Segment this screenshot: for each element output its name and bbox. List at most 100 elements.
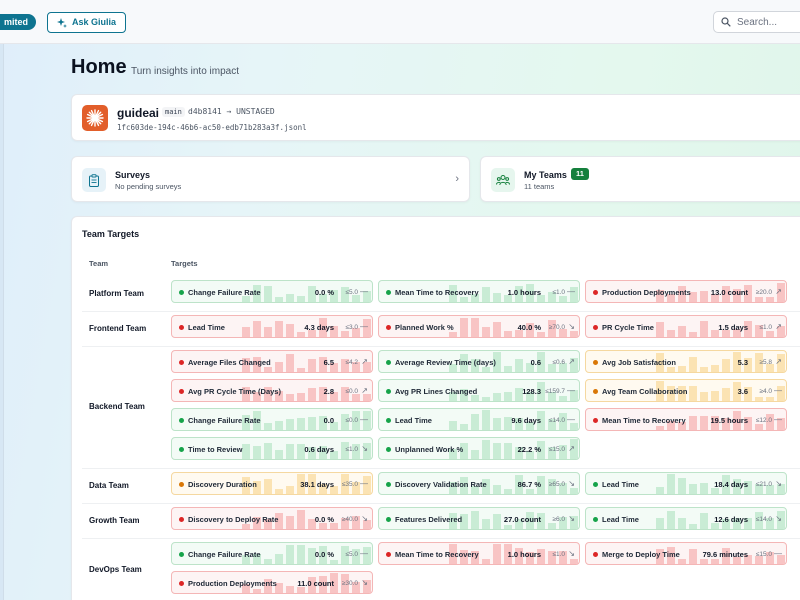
metric-card[interactable]: Planned Work % 40.0 % ≥70.0 ↘: [378, 315, 580, 338]
sparkline-bar: [363, 476, 371, 494]
status-dot: [179, 552, 184, 557]
sparkline-bar: [526, 421, 534, 430]
sparkline-bar: [363, 318, 371, 337]
row-divider: [82, 468, 800, 469]
sparkline-bar: [537, 411, 545, 430]
metric-target: ≤21.0: [755, 480, 772, 488]
trend-icon: ↘: [361, 514, 368, 523]
metric-value: 27.0 count: [503, 515, 541, 524]
metric-target: ≤14.0: [548, 416, 565, 424]
sparkline-bar: [678, 366, 686, 372]
sparkline-bar: [275, 391, 283, 401]
sparkline-bar: [482, 410, 490, 430]
sparkline-bar: [471, 394, 479, 401]
status-dot: [593, 290, 598, 295]
surveys-card[interactable]: Surveys No pending surveys ›: [71, 156, 470, 202]
metric-card[interactable]: Discovery to Deploy Rate 0.0 % ≥40.0 ↘: [171, 507, 373, 530]
metric-card[interactable]: Production Deployments 11.0 count ≥30.0 ↘: [171, 571, 373, 594]
sparkline-bar: [777, 554, 785, 564]
sparkline-bar: [319, 357, 327, 372]
team-targets-card: Team Targets Team Targets Platform Team C…: [71, 216, 800, 600]
metric-label: PR Cycle Time: [602, 323, 654, 332]
sparkline-bar: [526, 323, 534, 337]
sparkline-bar: [460, 550, 468, 564]
metric-target: ≤14.0: [755, 515, 772, 523]
row-divider: [82, 538, 800, 539]
sparkline-bar: [341, 573, 349, 593]
sparkline-bar: [667, 474, 675, 494]
sparkline-bar: [733, 411, 741, 430]
metric-target: ≤12.0: [755, 416, 772, 424]
sparkline-bar: [341, 517, 349, 529]
ask-giulia-button[interactable]: Ask Giulia: [47, 12, 127, 33]
metric-card[interactable]: Average Review Time (days) 0.6 ≤0.6 ↗: [378, 350, 580, 373]
sparkline-bar: [330, 559, 338, 564]
status-dot: [179, 581, 184, 586]
sparkline-bar: [482, 367, 490, 372]
sparkline-bar: [352, 328, 360, 337]
metric-card[interactable]: Avg PR Lines Changed 128.3 ≤159.7—: [378, 379, 580, 402]
metric-card[interactable]: Mean Time to Recovery 1.0 hours ≤1.0 ↘: [378, 542, 580, 565]
sparkline-bar: [493, 544, 501, 564]
sparkline-bar: [275, 450, 283, 459]
surveys-title: Surveys: [115, 170, 151, 180]
sparkline-bar: [330, 486, 338, 494]
sparkline-bar: [308, 285, 316, 302]
metric-value: 13.0 count: [710, 288, 748, 297]
metric-card[interactable]: Change Failure Rate 0.0 % ≤5.0—: [171, 542, 373, 565]
team-name: DevOps Team: [89, 565, 142, 574]
sparkline-bar: [733, 352, 741, 372]
status-dot: [593, 360, 598, 365]
sparkline-bar: [275, 583, 283, 593]
metric-card[interactable]: Average Files Changed 6.5 ≤4.2 ↗: [171, 350, 373, 373]
metric-card[interactable]: Mean Time to Recovery 1.0 hours ≤1.0—: [378, 280, 580, 303]
sparkline-bar: [678, 477, 686, 494]
sparkline-bar: [548, 419, 556, 430]
sparkline-bar: [667, 293, 675, 302]
metric-card[interactable]: Unplanned Work % 22.2 % ≤15.0 ↗: [378, 437, 580, 460]
sparkline-bar: [504, 391, 512, 401]
sparkline-bar: [678, 285, 686, 302]
metric-card[interactable]: Avg Job Satisfaction 5.3 ≥5.8 ↗: [585, 350, 787, 373]
status-dot: [386, 552, 391, 557]
metric-label: Discovery to Deploy Rate: [188, 515, 279, 524]
metric-card[interactable]: Lead Time 18.4 days ≤21.0 ↘: [585, 472, 787, 495]
metric-value: 2.8: [323, 387, 334, 396]
sparkline-bar: [308, 576, 316, 593]
metric-card[interactable]: Lead Time 12.6 days ≤14.0 ↘: [585, 507, 787, 530]
sparkline-bar: [275, 361, 283, 372]
metric-card[interactable]: Avg Team Collaboration 3.6 ≥4.0—: [585, 379, 787, 402]
sparkline-bar: [504, 544, 512, 564]
sparkline-bar: [777, 484, 785, 494]
metric-card[interactable]: Avg PR Cycle Time (Days) 2.8 ≤0.0 ↗: [171, 379, 373, 402]
metric-card[interactable]: Mean Time to Recovery 19.5 hours ≤12.0—: [585, 408, 787, 431]
metric-card[interactable]: Discovery Duration 38.1 days ≤35.0—: [171, 472, 373, 495]
sparkline-bar: [656, 486, 664, 494]
sparkline-bar: [744, 387, 752, 401]
sparkline-bar: [297, 545, 305, 564]
metric-card[interactable]: Merge to Deploy Time 79.6 minutes ≤15.0—: [585, 542, 787, 565]
sparkline-bar: [449, 392, 457, 401]
metric-card[interactable]: Change Failure Rate 0.0 % ≤5.0—: [171, 280, 373, 303]
metric-card[interactable]: Time to Review 0.6 days ≤1.0 ↘: [171, 437, 373, 460]
metric-card[interactable]: Production Deployments 13.0 count ≥20.0 ↗: [585, 280, 787, 303]
sparkline-bar: [733, 557, 741, 564]
metric-card[interactable]: Lead Time 4.3 days ≤3.0—: [171, 315, 373, 338]
sparkline-bar: [537, 512, 545, 529]
metric-card[interactable]: Discovery Validation Rate 86.7 % ≥65.0 ↘: [378, 472, 580, 495]
status-dot: [593, 325, 598, 330]
metric-card[interactable]: Change Failure Rate 0.0 ≤0.0—: [171, 408, 373, 431]
metric-card[interactable]: PR Cycle Time 1.5 days ≤1.0 ↗: [585, 315, 787, 338]
sparkline-bar: [515, 519, 523, 529]
my-teams-card[interactable]: My Teams 11 teams: [480, 156, 800, 202]
repo-card[interactable]: guideai main d4b8141 → UNSTAGED 1fc603de…: [71, 94, 800, 141]
plan-badge[interactable]: mited: [0, 14, 37, 30]
search-input[interactable]: Search...: [713, 11, 800, 33]
sparkline-bar: [559, 329, 567, 337]
metric-card[interactable]: Features Delivered 27.0 count ≥6.0 ↘: [378, 507, 580, 530]
sparkline-bar: [319, 575, 327, 593]
sparkline-bars: [379, 473, 579, 494]
metric-card[interactable]: Lead Time 9.6 days ≤14.0—: [378, 408, 580, 431]
metric-value: 38.1 days: [300, 480, 334, 489]
metric-value: 5.3: [737, 358, 748, 367]
